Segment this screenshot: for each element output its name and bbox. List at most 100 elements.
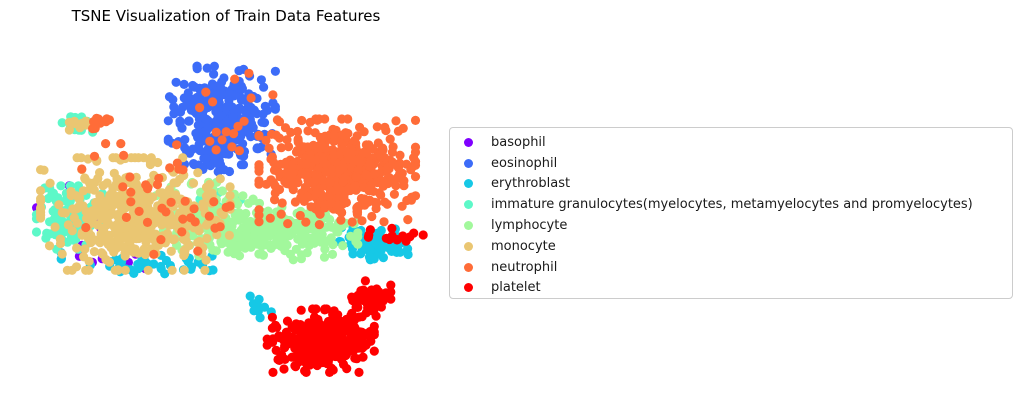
point [256,240,266,251]
point [379,217,389,227]
point [95,168,105,178]
point [244,68,254,78]
point [418,230,428,240]
point [254,249,264,259]
point [274,355,284,365]
point [349,156,359,166]
point [179,250,189,261]
point [263,206,273,216]
legend-item: eosinophil [458,153,1004,174]
point [393,126,403,136]
point [365,225,375,235]
point [326,198,336,208]
point [282,135,292,145]
legend-item: immature granulocytes(myelocytes, metamy… [458,194,1004,215]
point [270,221,280,231]
point [254,294,264,304]
point [156,235,166,245]
point [137,198,147,208]
point [309,177,319,187]
point [348,249,358,259]
point [320,244,330,254]
point [221,127,231,137]
point [89,185,99,195]
point [198,199,208,209]
point [85,178,95,188]
point [274,331,284,341]
point [384,234,395,245]
point [246,119,257,129]
point [192,61,202,71]
point [209,61,219,71]
point [277,198,287,208]
point [167,265,177,275]
point [234,103,244,113]
point [391,116,401,126]
point [213,159,223,169]
point [104,257,115,267]
point [73,203,83,213]
point [64,117,74,127]
point [338,162,348,172]
point [145,159,155,170]
point [410,147,421,157]
point [369,346,379,356]
point [302,248,312,258]
point [290,343,300,353]
point [190,82,200,92]
point [217,135,227,145]
legend-marker [464,137,473,147]
point [193,120,203,130]
point [347,183,357,194]
point [389,189,399,199]
point [304,334,314,345]
point [89,247,99,257]
legend-marker [464,158,473,168]
point [371,203,381,214]
point [261,135,271,145]
point [163,136,173,146]
point [222,101,233,111]
point [276,241,286,251]
point [211,145,221,155]
point [104,115,114,125]
point [157,188,168,198]
point [319,252,330,262]
point [293,178,303,188]
point [165,216,175,226]
legend-label: platelet [491,280,541,296]
point [186,262,197,272]
point [410,191,421,201]
point [189,159,199,170]
point [79,252,89,262]
point [41,233,51,243]
point [281,327,291,337]
chart-title: TSNE Visualization of Train Data Feature… [71,7,381,25]
point [209,197,219,207]
legend-label: lymphocyte [491,218,568,234]
point [193,238,203,248]
point [386,294,396,304]
point [110,191,120,201]
point [57,249,67,259]
point [111,198,121,208]
point [254,131,264,141]
point [88,211,98,221]
point [193,132,203,142]
point [329,150,339,160]
point [149,249,159,259]
point [119,150,129,160]
point [386,280,396,290]
point [346,231,356,241]
legend: basophil eosinophil erythroblast immature g… [449,127,1013,299]
point [179,79,189,89]
point [208,265,218,275]
point [300,366,310,376]
point [301,217,311,227]
point [356,249,366,259]
point [119,192,129,202]
point [44,241,55,251]
point [268,367,278,377]
legend-marker [464,200,473,210]
point [325,367,335,377]
